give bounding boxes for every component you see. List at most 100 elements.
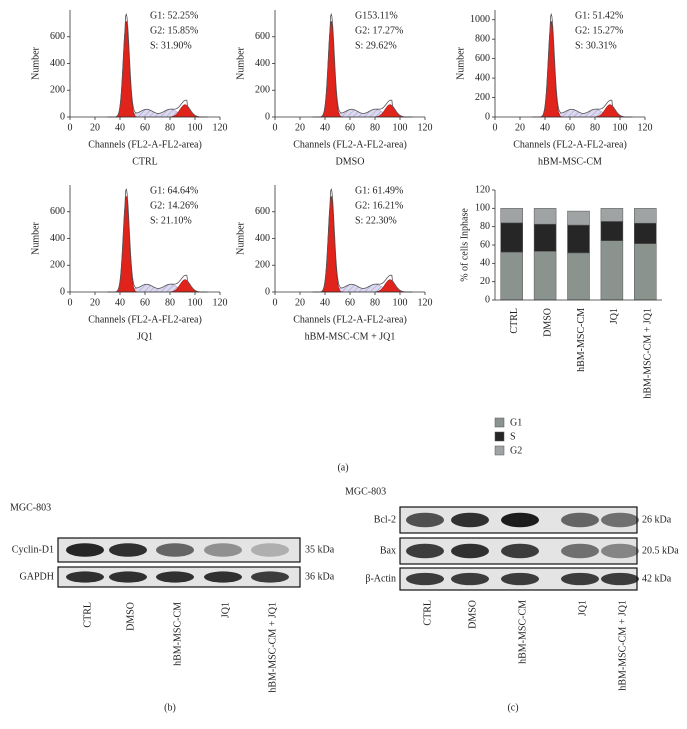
x-tick-label: 80	[165, 297, 175, 308]
blot-band	[451, 512, 489, 528]
legend-label: S	[510, 431, 516, 442]
lane-label: hBM-MSC-CM + JQ1	[267, 602, 278, 693]
y-tick-label: 0	[265, 286, 270, 297]
phase-annotation: G2: 16.21%	[355, 200, 403, 211]
panel-title: DMSO	[336, 156, 365, 167]
bar-segment	[567, 252, 590, 301]
flow-histogram: 0 20 40 60 80 100 120 0 200 400 600 Number Channels …	[235, 10, 433, 167]
x-tick-label: 0	[68, 122, 73, 133]
x-tick-label: 20	[515, 122, 525, 133]
x-tick-label: 60	[140, 122, 150, 133]
row-label: Bcl-2	[374, 514, 396, 525]
x-tick-label: 40	[115, 122, 125, 133]
phase-annotation: S: 31.90%	[150, 40, 192, 51]
phase-annotation: G1: 64.64%	[150, 185, 198, 196]
size-label: 42 kDa	[642, 573, 672, 584]
lane-label: CTRL	[82, 602, 93, 628]
x-tick-label: 120	[213, 297, 228, 308]
lane-label: DMSO	[125, 602, 136, 631]
g1-peak	[114, 195, 138, 293]
x-tick-label: 40	[320, 297, 330, 308]
lane-label: DMSO	[467, 600, 478, 629]
phase-annotation: G2: 15.27%	[575, 25, 623, 36]
row-label: Cyclin-D1	[12, 544, 54, 555]
x-tick-label: 60	[565, 122, 575, 133]
panel-title: hBM-MSC-CM + JQ1	[305, 331, 396, 342]
lane-label: JQ1	[577, 600, 588, 616]
g1-peak	[319, 195, 343, 293]
bar-segment	[500, 208, 523, 224]
row-label: Bax	[380, 545, 396, 556]
phase-annotation: G2: 14.26%	[150, 200, 198, 211]
blot-band	[501, 543, 539, 559]
size-label: 36 kDa	[305, 571, 335, 582]
y-tick-label: 600	[255, 206, 270, 217]
blot-band	[601, 543, 639, 559]
y-tick-label: 0	[485, 294, 490, 305]
x-tick-label: CTRL	[509, 308, 520, 334]
y-tick-label: 60	[480, 239, 490, 250]
lane-label: hBM-MSC-CM	[172, 602, 183, 666]
blot-band	[109, 571, 147, 583]
histogram-outline	[312, 187, 413, 293]
x-tick-label: 60	[140, 297, 150, 308]
blot-band	[561, 543, 599, 559]
legend-swatch	[494, 431, 505, 442]
x-tick-label: 100	[393, 297, 408, 308]
phase-annotation: S: 21.10%	[150, 215, 192, 226]
blot-band	[501, 512, 539, 528]
histogram-outline	[107, 187, 208, 293]
g1-peak	[319, 20, 343, 118]
row-label: β-Actin	[365, 573, 396, 584]
panel-label: (b)	[164, 702, 176, 713]
size-label: 26 kDa	[642, 514, 672, 525]
y-tick-label: 800	[475, 33, 490, 44]
size-label: 35 kDa	[305, 544, 335, 555]
x-tick-label: 120	[213, 122, 228, 133]
western-blot: MGC-803 Bcl-2 26 kDa Bax 20.5 kDa β-Actin 42 k…	[345, 486, 679, 713]
legend-swatch	[494, 445, 505, 456]
x-tick-label: DMSO	[542, 308, 553, 337]
blot-band	[204, 571, 242, 583]
bar-segment	[567, 224, 590, 254]
y-tick-label: 0	[485, 111, 490, 122]
lane-label: JQ1	[220, 602, 231, 618]
panel-title: hBM-MSC-CM	[538, 156, 602, 167]
y-tick-label: 200	[255, 85, 270, 96]
bar-segment	[600, 221, 624, 241]
y-tick-label: 120	[475, 184, 490, 195]
y-tick-label: 400	[255, 233, 270, 244]
x-tick-label: 20	[295, 122, 305, 133]
y-tick-label: 400	[50, 233, 65, 244]
cell-line-label: MGC-803	[10, 502, 51, 513]
y-tick-label: 200	[50, 260, 65, 271]
x-tick-label: JQ1	[609, 308, 620, 324]
x-tick-label: 40	[540, 122, 550, 133]
bar-chart: 0 20 40 60 80 100 120 % of cells Inphase CTRL DMS…	[459, 184, 662, 456]
blot-band	[204, 543, 242, 557]
flow-histogram: 0 20 40 60 80 100 120 0 200 400 600 800 1000 Number Ch…	[455, 10, 653, 167]
g1-peak	[114, 20, 138, 118]
x-tick-label: 120	[418, 297, 433, 308]
y-tick-label: 40	[480, 258, 490, 269]
bar-segment	[533, 223, 557, 252]
bar-segment	[533, 208, 557, 225]
phase-annotation: S: 30.31%	[575, 40, 617, 51]
size-label: 20.5 kDa	[642, 545, 679, 556]
y-tick-label: 100	[475, 203, 490, 214]
bar-segment	[600, 240, 624, 301]
x-axis-label: Channels (FL2-A-FL2-area)	[513, 139, 627, 150]
x-axis-label: Channels (FL2-A-FL2-area)	[88, 314, 202, 325]
phase-annotation: S: 22.30%	[355, 215, 397, 226]
x-tick-label: 100	[188, 122, 203, 133]
blot-band	[66, 571, 104, 583]
bar-segment	[634, 208, 657, 224]
legend-label: G1	[510, 417, 522, 428]
x-tick-label: 80	[370, 122, 380, 133]
blot-band	[561, 572, 599, 586]
y-tick-label: 200	[50, 85, 65, 96]
x-tick-label: 20	[90, 122, 100, 133]
blot-band	[501, 572, 539, 586]
bar-segment	[634, 243, 657, 301]
